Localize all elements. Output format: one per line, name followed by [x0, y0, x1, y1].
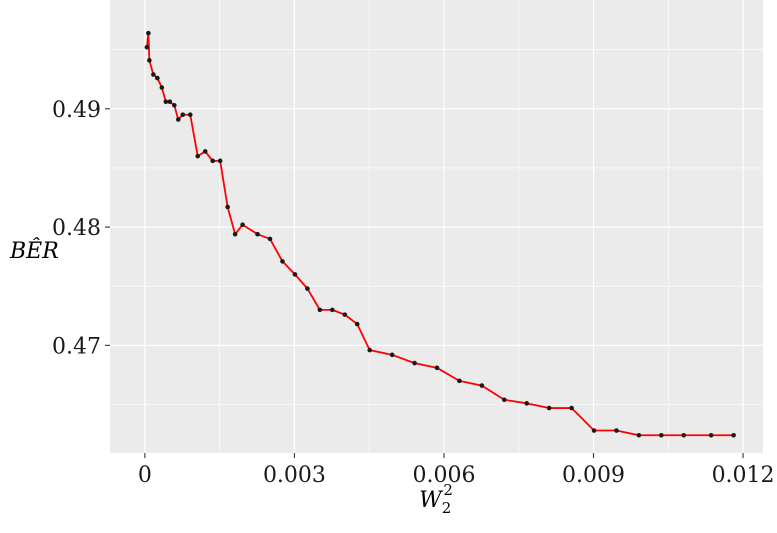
data-point — [210, 158, 215, 164]
data-point — [280, 259, 285, 264]
data-point — [292, 272, 298, 277]
data-point — [217, 158, 223, 164]
data-point — [317, 307, 323, 313]
data-point — [367, 347, 373, 353]
data-point — [225, 204, 230, 210]
data-point — [202, 149, 208, 154]
data-point — [147, 58, 152, 63]
grid-lines — [110, 0, 763, 453]
y-axis-title: BÊR — [9, 237, 59, 264]
y-tick-label: 0.47 — [52, 334, 101, 359]
y-tick-label: 0.49 — [52, 98, 101, 123]
data-point — [524, 401, 530, 406]
data-point — [330, 307, 335, 313]
data-point — [255, 231, 260, 237]
data-point — [163, 99, 169, 105]
data-point — [659, 432, 664, 438]
data-point — [305, 286, 310, 291]
data-point — [354, 321, 360, 327]
y-tick-label: 0.48 — [52, 216, 101, 241]
data-point — [267, 236, 273, 242]
data-point — [479, 383, 485, 388]
data-point — [389, 352, 395, 358]
x-tick-label: 0.006 — [412, 463, 475, 488]
data-point — [159, 85, 165, 90]
y-axis-ticks: 0.47 0.48 0.49 — [52, 98, 110, 359]
data-point — [155, 75, 160, 81]
data-point — [546, 405, 552, 411]
data-point — [144, 45, 150, 50]
x-tick-label: 0 — [138, 463, 152, 488]
data-point — [146, 30, 151, 36]
data-point — [180, 112, 186, 118]
data-point — [342, 312, 348, 317]
data-point — [434, 365, 440, 371]
data-point — [172, 102, 177, 108]
data-point — [167, 99, 173, 105]
data-series — [144, 30, 736, 438]
data-point — [636, 432, 642, 438]
data-point — [614, 428, 619, 433]
data-point — [175, 117, 181, 122]
data-point — [731, 432, 736, 438]
x-tick-label: 0.009 — [562, 463, 625, 488]
x-tick-label: 0.003 — [263, 463, 326, 488]
data-point — [708, 432, 714, 438]
data-point — [501, 397, 507, 403]
data-point — [195, 153, 201, 159]
data-point — [240, 222, 245, 228]
data-point — [412, 360, 417, 366]
data-point — [681, 432, 687, 438]
data-point — [187, 112, 193, 118]
data-point — [569, 405, 574, 411]
x-tick-label: 0.012 — [712, 463, 775, 488]
data-point — [591, 428, 597, 433]
data-point — [151, 72, 156, 77]
x-axis-ticks: 0 0.003 0.006 0.009 0.012 — [138, 453, 775, 488]
data-point — [232, 231, 238, 237]
x-axis-title: W22 — [419, 481, 453, 517]
data-point — [457, 378, 462, 384]
